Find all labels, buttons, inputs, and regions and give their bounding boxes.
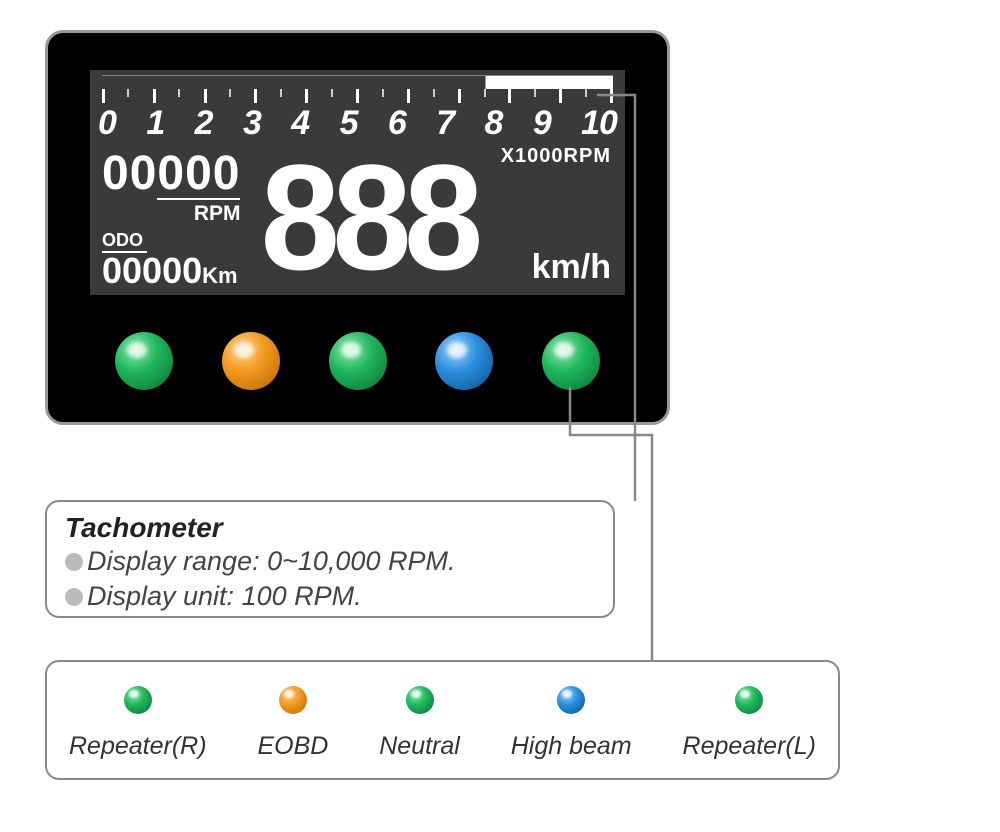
callout-line-2: Display unit: 100 RPM. xyxy=(65,579,595,614)
tacho-unit-label: X1000RPM xyxy=(501,145,611,168)
legend-label: EOBD xyxy=(257,732,328,761)
indicator-led-row xyxy=(115,332,600,390)
legend-item: Neutral xyxy=(379,686,460,761)
bullet-icon xyxy=(65,553,83,571)
speed-unit: km/h xyxy=(532,248,611,287)
legend-label: Neutral xyxy=(379,732,460,761)
legend-label: High beam xyxy=(511,732,632,761)
rpm-digits: 00000 xyxy=(102,150,240,198)
callout-line-1: Display range: 0~10,000 RPM. xyxy=(65,544,595,579)
tacho-scale-number: 1 xyxy=(146,104,164,143)
rpm-readout: 00000 RPM xyxy=(102,150,240,226)
tacho-scale-number: 3 xyxy=(243,104,261,143)
tacho-scale-number: 9 xyxy=(533,104,551,143)
tacho-ticks xyxy=(102,89,613,103)
legend-led-icon xyxy=(557,686,585,714)
tacho-progress-bar xyxy=(102,75,613,89)
repeater-r-led xyxy=(115,332,173,390)
callout-title: Tachometer xyxy=(65,512,595,544)
bullet-icon xyxy=(65,588,83,606)
rpm-label: RPM xyxy=(157,198,240,226)
speed-digits: 888 xyxy=(261,142,476,292)
eobd-led xyxy=(222,332,280,390)
high-beam-led xyxy=(435,332,493,390)
legend-led-icon xyxy=(735,686,763,714)
tacho-scale-number: 2 xyxy=(195,104,213,143)
callout-line-2-text: Display unit: 100 RPM. xyxy=(87,579,362,614)
panel-inner: 012345678910 X1000RPM 00000 RPM ODO 0000… xyxy=(60,45,655,410)
legend-label: Repeater(R) xyxy=(69,732,207,761)
tacho-scale-number: 10 xyxy=(581,104,617,143)
legend-item: High beam xyxy=(511,686,632,761)
legend-item: EOBD xyxy=(257,686,328,761)
legend-led-icon xyxy=(124,686,152,714)
legend-led-icon xyxy=(406,686,434,714)
legend-item: Repeater(L) xyxy=(683,686,816,761)
legend-label: Repeater(L) xyxy=(683,732,816,761)
tacho-scale-number: 8 xyxy=(485,104,503,143)
neutral-led xyxy=(329,332,387,390)
odo-unit: Km xyxy=(202,263,237,288)
legend-led-icon xyxy=(279,686,307,714)
lcd-display: 012345678910 X1000RPM 00000 RPM ODO 0000… xyxy=(90,70,625,295)
led-legend: Repeater(R) EOBD Neutral High beam Repeater(… xyxy=(45,660,840,780)
legend-item: Repeater(R) xyxy=(69,686,207,761)
callout-line-1-text: Display range: 0~10,000 RPM. xyxy=(87,544,455,579)
odo-readout: ODO 00000Km xyxy=(102,230,238,289)
tacho-scale-number: 0 xyxy=(98,104,116,143)
tachometer-callout: Tachometer Display range: 0~10,000 RPM. … xyxy=(45,500,615,618)
odo-digits: 00000 xyxy=(102,250,202,291)
instrument-panel: 012345678910 X1000RPM 00000 RPM ODO 0000… xyxy=(45,30,670,425)
repeater-l-led xyxy=(542,332,600,390)
